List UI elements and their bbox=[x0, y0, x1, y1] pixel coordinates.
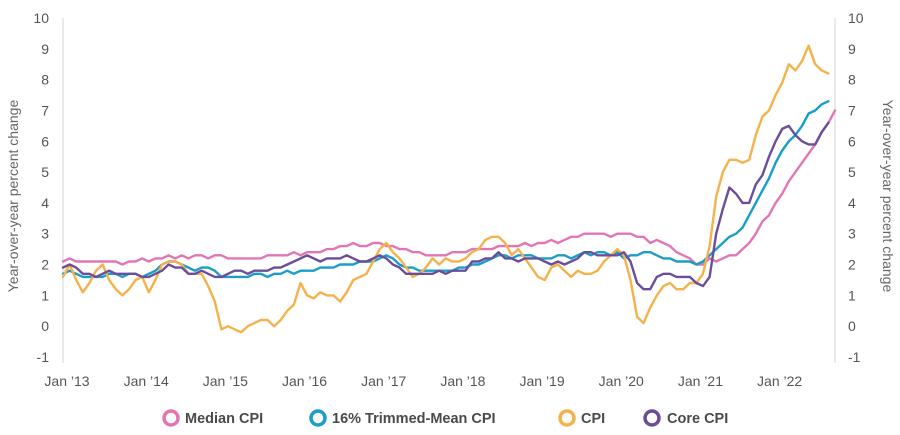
y-tick-right: 2 bbox=[848, 257, 856, 273]
y-tick-left: 9 bbox=[41, 41, 49, 57]
y-tick-left: 2 bbox=[41, 257, 49, 273]
x-tick: Jan ’16 bbox=[282, 373, 327, 389]
y-tick-left: 10 bbox=[33, 10, 49, 26]
left-axis-title: Year-over-year percent change bbox=[5, 100, 21, 293]
legend-item: Core CPI bbox=[643, 409, 728, 427]
y-tick-left: 5 bbox=[41, 164, 49, 180]
series-lines bbox=[61, 44, 837, 334]
y-tick-right: 3 bbox=[848, 226, 856, 242]
x-tick: Jan ’15 bbox=[203, 373, 248, 389]
legend-label: 16% Trimmed-Mean CPI bbox=[332, 411, 496, 427]
legend-marker bbox=[162, 409, 180, 427]
y-tick-left: 8 bbox=[41, 72, 49, 88]
y-tick-left: 7 bbox=[41, 102, 49, 118]
y-tick-right: 1 bbox=[848, 287, 856, 303]
legend: Median CPI 16% Trimmed-Mean CPI CPI Core CP… bbox=[162, 409, 728, 427]
y-tick-right: 0 bbox=[848, 318, 856, 334]
y-tick-right: 7 bbox=[848, 102, 856, 118]
legend-label: CPI bbox=[581, 411, 605, 427]
legend-label: Core CPI bbox=[667, 411, 728, 427]
y-tick-right: 8 bbox=[848, 72, 856, 88]
y-tick-right: 6 bbox=[848, 133, 856, 149]
legend-item: CPI bbox=[558, 409, 605, 427]
series-line-core-cpi bbox=[61, 121, 830, 291]
x-tick: Jan ’19 bbox=[519, 373, 564, 389]
y-tick-left: 1 bbox=[41, 287, 49, 303]
x-tick: Jan ’14 bbox=[124, 373, 169, 389]
y-tick-right: 4 bbox=[848, 195, 856, 211]
y-tick-right: 9 bbox=[848, 41, 856, 57]
x-tick: Jan ’17 bbox=[361, 373, 406, 389]
x-tick: Jan ’22 bbox=[757, 373, 802, 389]
right-axis-title: Year-over-year percent change bbox=[880, 100, 896, 293]
y-tick-right: 10 bbox=[848, 10, 864, 26]
y-tick-left: 4 bbox=[41, 195, 49, 211]
x-tick: Jan ’18 bbox=[440, 373, 485, 389]
tick-labels: -1 -1 0 0 1 1 2 2 3 3 4 4 5 5 6 6 7 7 8 8 9 9 10 10 Jan ’13 Jan ’… bbox=[33, 10, 863, 389]
y-tick-left: 3 bbox=[41, 226, 49, 242]
legend-marker bbox=[309, 409, 327, 427]
y-tick-left: 0 bbox=[41, 318, 49, 334]
y-tick-left: 6 bbox=[41, 133, 49, 149]
y-tick-right: 5 bbox=[848, 164, 856, 180]
x-tick: Jan ’13 bbox=[44, 373, 89, 389]
series-line-16-trimmed-mean-cpi bbox=[61, 99, 830, 279]
x-tick: Jan ’21 bbox=[678, 373, 723, 389]
legend-item: Median CPI bbox=[162, 409, 263, 427]
axes bbox=[62, 18, 836, 363]
y-tick-left: -1 bbox=[37, 349, 50, 365]
legend-item: 16% Trimmed-Mean CPI bbox=[309, 409, 496, 427]
series-line-cpi bbox=[61, 44, 830, 334]
legend-marker bbox=[558, 409, 576, 427]
y-tick-right: -1 bbox=[848, 349, 861, 365]
legend-label: Median CPI bbox=[185, 411, 263, 427]
legend-marker bbox=[643, 409, 661, 427]
x-tick: Jan ’20 bbox=[599, 373, 644, 389]
